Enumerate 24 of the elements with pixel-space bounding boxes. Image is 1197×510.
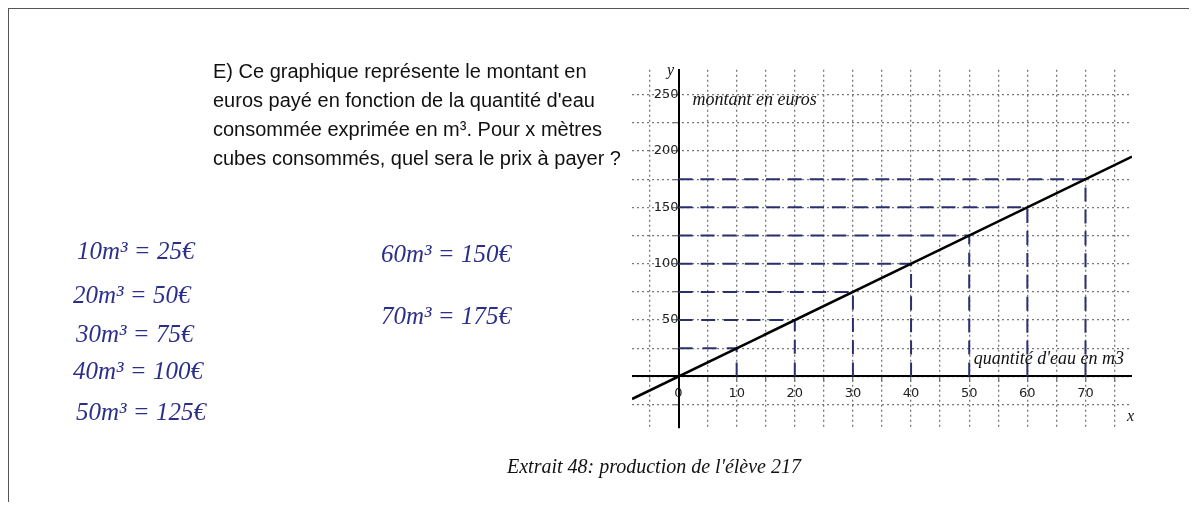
x-tick-label: 20 — [786, 384, 804, 400]
text: 40m³ = 100€ — [73, 357, 203, 385]
y-tick-label: 200 — [653, 142, 679, 158]
text: 20m³ = 50€ — [73, 281, 191, 309]
x-tick-label: 40 — [902, 384, 920, 400]
annotation: y — [667, 61, 675, 79]
x-tick-label: 70 — [1077, 384, 1094, 400]
text: E) Ce graphique représente le montant en euros payé en fonction de la quantité d'eau consommée exprimée en m³. Pour x mètres cubes consommés, quel sera le prix à payer ? — [213, 59, 622, 171]
annotation: x — [1127, 407, 1135, 425]
text: 10m³ = 25€ — [77, 237, 195, 265]
text: 30m³ = 75€ — [76, 320, 194, 348]
text: 50m³ = 125€ — [76, 398, 206, 426]
y-tick-label: 100 — [653, 255, 679, 271]
y-tick-label: 150 — [653, 198, 679, 214]
y-tick-label: 250 — [653, 85, 679, 101]
x-tick-label: 60 — [1019, 384, 1036, 400]
x-tick-label: 10 — [728, 384, 745, 400]
y-axis-title: montant en euros — [692, 88, 817, 109]
text: 60m³ = 150€ — [381, 240, 511, 268]
x-tick-label: 30 — [844, 384, 862, 400]
text: 70m³ = 175€ — [381, 302, 511, 330]
x-axis-title: quantité d'eau en m3 — [973, 348, 1124, 369]
text: Extrait 48: production de l'élève 217 — [506, 455, 803, 478]
x-tick-label: 50 — [960, 384, 978, 400]
